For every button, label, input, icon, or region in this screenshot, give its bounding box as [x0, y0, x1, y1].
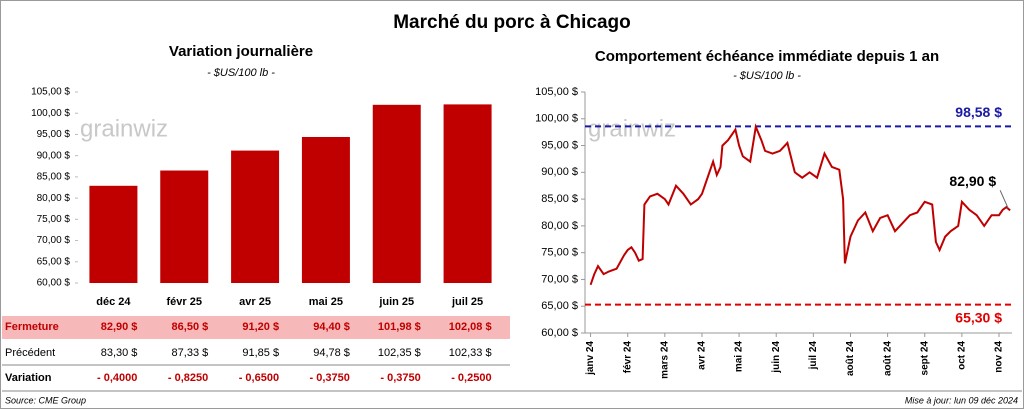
bar [372, 104, 421, 283]
x-tick-label: avr 25 [239, 296, 271, 308]
y-tick-label: 85,00 $ [541, 193, 578, 205]
logo: grainwiz [588, 115, 676, 142]
y-tick-label: 100,00 $ [535, 113, 578, 125]
x-tick-label: févr 24 [622, 341, 633, 374]
y-tick-label: 75,00 $ [37, 214, 71, 225]
bar-subtitle: - $US/100 lb - [207, 67, 275, 79]
y-tick-label: 70,00 $ [37, 235, 71, 246]
y-tick-label: 60,00 $ [541, 327, 578, 339]
table-cell: - 0,3750 [310, 372, 350, 384]
table-cell: 86,50 $ [172, 321, 209, 333]
table-cell: 102,33 $ [449, 347, 492, 359]
page-title: Marché du porc à Chicago [393, 12, 631, 33]
source: Source: CME Group [5, 395, 86, 405]
x-tick-label: févr 25 [167, 296, 202, 308]
y-tick-label: 105,00 $ [535, 86, 578, 98]
y-tick-label: 80,00 $ [541, 220, 578, 232]
table-cell: - 0,8250 [168, 372, 208, 384]
line-subtitle: - $US/100 lb - [733, 70, 801, 82]
updated: Mise à jour: lun 09 déc 2024 [905, 395, 1018, 405]
y-tick-label: 70,00 $ [541, 273, 578, 285]
y-tick-label: 65,00 $ [541, 300, 578, 312]
reference-label: 65,30 $ [955, 309, 1002, 325]
table-cell: - 0,4000 [97, 372, 137, 384]
y-tick-label: 90,00 $ [541, 166, 578, 178]
bar [89, 185, 138, 283]
x-tick-label: juin 24 [771, 341, 782, 374]
y-tick-label: 95,00 $ [37, 129, 71, 140]
table-cell: 102,35 $ [378, 347, 421, 359]
bar [301, 136, 350, 283]
table-cell: - 0,6500 [239, 372, 279, 384]
table-cell: 101,98 $ [378, 321, 421, 333]
y-tick-label: 65,00 $ [37, 256, 71, 267]
x-tick-label: mars 24 [659, 341, 670, 379]
x-tick-label: avr 24 [697, 341, 708, 370]
table-cell: 91,20 $ [242, 321, 279, 333]
bar [443, 104, 492, 284]
x-tick-label: oct 24 [957, 341, 968, 370]
y-tick-label: 80,00 $ [37, 193, 71, 204]
reference-label: 98,58 $ [955, 104, 1002, 120]
row-label: Variation [5, 372, 52, 384]
table-cell: 94,78 $ [313, 347, 350, 359]
annotation: 82,90 $ [949, 173, 996, 189]
table-cell: 83,30 $ [101, 347, 138, 359]
y-tick-label: 100,00 $ [31, 108, 70, 119]
x-tick-label: mai 25 [309, 296, 343, 308]
table-cell: 87,33 $ [172, 347, 209, 359]
y-tick-label: 60,00 $ [37, 278, 71, 289]
y-tick-label: 95,00 $ [541, 139, 578, 151]
row-label: Précédent [5, 347, 55, 359]
x-tick-label: juil 25 [451, 296, 483, 308]
x-tick-label: août 24 [845, 341, 856, 376]
x-tick-label: mai 24 [734, 341, 745, 373]
y-tick-label: 75,00 $ [541, 247, 578, 259]
bar [160, 170, 209, 283]
highlight-row [2, 316, 510, 339]
y-tick-label: 90,00 $ [37, 150, 71, 161]
annotation-leader [999, 190, 1009, 209]
row-label: Fermeture [5, 321, 59, 333]
x-tick-label: juin 25 [378, 296, 414, 308]
y-tick-label: 105,00 $ [31, 87, 70, 98]
x-tick-label: juil 24 [808, 341, 819, 371]
table-cell: 82,90 $ [101, 321, 138, 333]
table-cell: 102,08 $ [449, 321, 492, 333]
price-line [589, 123, 1011, 286]
x-tick-label: nov 24 [994, 341, 1005, 373]
table-cell: 91,85 $ [242, 347, 279, 359]
logo: grainwiz [80, 115, 168, 142]
x-tick-label: janv 24 [585, 341, 596, 376]
bar-title: Variation journalière [169, 43, 313, 60]
bar [231, 150, 280, 283]
x-tick-label: août 24 [882, 341, 893, 376]
x-tick-label: sept 24 [919, 341, 930, 376]
x-tick-label: déc 24 [96, 296, 131, 308]
line-title: Comportement échéance immédiate depuis 1… [595, 48, 939, 65]
table-cell: 94,40 $ [313, 321, 350, 333]
table-cell: - 0,2500 [451, 372, 491, 384]
y-tick-label: 85,00 $ [37, 172, 71, 183]
table-cell: - 0,3750 [380, 372, 420, 384]
